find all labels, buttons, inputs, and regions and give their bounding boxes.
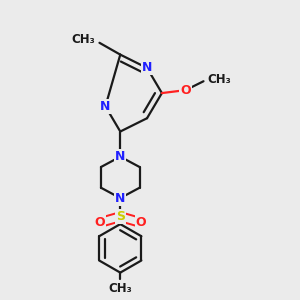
- Text: N: N: [142, 61, 152, 74]
- Text: CH₃: CH₃: [71, 33, 95, 46]
- Text: CH₃: CH₃: [207, 73, 231, 86]
- Text: O: O: [94, 216, 105, 229]
- Text: CH₃: CH₃: [108, 282, 132, 296]
- Text: O: O: [136, 216, 146, 229]
- Text: S: S: [116, 210, 125, 223]
- Text: N: N: [115, 150, 125, 163]
- Text: N: N: [115, 192, 125, 205]
- Text: N: N: [100, 100, 111, 113]
- Text: O: O: [180, 84, 191, 97]
